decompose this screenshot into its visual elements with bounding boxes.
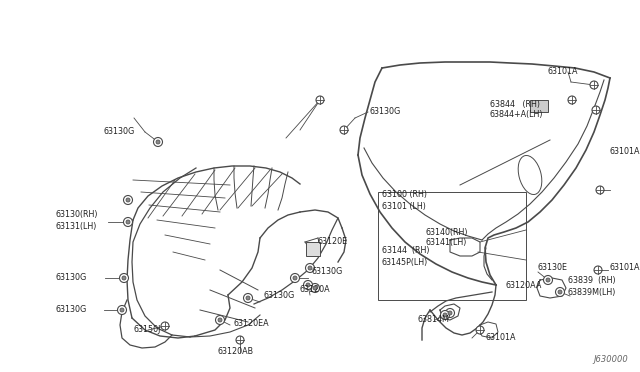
Text: 63131(LH): 63131(LH)	[55, 221, 97, 231]
Bar	[306, 242, 320, 256]
Circle shape	[590, 81, 598, 89]
Text: 63839M(LH): 63839M(LH)	[568, 288, 616, 296]
Circle shape	[118, 305, 127, 314]
Circle shape	[448, 311, 452, 315]
Text: 63814M: 63814M	[418, 315, 450, 324]
Text: 63130G: 63130G	[312, 267, 343, 276]
Circle shape	[568, 96, 576, 104]
Circle shape	[236, 336, 244, 344]
Circle shape	[126, 220, 130, 224]
Circle shape	[594, 266, 602, 274]
Text: 63144  (RH): 63144 (RH)	[382, 246, 429, 254]
Circle shape	[293, 276, 297, 280]
Circle shape	[316, 96, 324, 104]
Circle shape	[243, 294, 253, 302]
Text: 63130G: 63130G	[263, 292, 294, 301]
Bar	[530, 100, 548, 112]
Circle shape	[340, 126, 348, 134]
Circle shape	[122, 276, 126, 280]
Text: 63101A: 63101A	[610, 263, 640, 273]
Circle shape	[306, 283, 310, 287]
Text: 63101A: 63101A	[610, 148, 640, 157]
Text: 63130E: 63130E	[538, 263, 568, 273]
Text: 63120AA: 63120AA	[505, 280, 541, 289]
Text: 63100 (RH): 63100 (RH)	[382, 190, 427, 199]
Circle shape	[440, 311, 449, 320]
Text: 63141(LH): 63141(LH)	[425, 238, 467, 247]
Circle shape	[218, 318, 222, 322]
Circle shape	[124, 196, 132, 205]
Text: 63844+A(LH): 63844+A(LH)	[490, 110, 543, 119]
Text: 63839  (RH): 63839 (RH)	[568, 276, 616, 285]
Circle shape	[543, 276, 552, 285]
Circle shape	[303, 280, 312, 289]
Circle shape	[120, 273, 129, 282]
Circle shape	[305, 263, 314, 273]
Text: 63145P(LH): 63145P(LH)	[382, 257, 428, 266]
Text: 63130G: 63130G	[55, 273, 86, 282]
Circle shape	[156, 140, 160, 144]
Circle shape	[308, 266, 312, 270]
Circle shape	[443, 313, 447, 317]
Text: 63101A: 63101A	[485, 334, 515, 343]
Circle shape	[476, 326, 484, 334]
Text: 63120AB: 63120AB	[218, 347, 254, 356]
Bar	[378, 192, 526, 300]
Text: 63120E: 63120E	[318, 237, 348, 247]
Circle shape	[558, 290, 562, 294]
Circle shape	[556, 288, 564, 296]
Text: 63130G: 63130G	[370, 108, 401, 116]
Text: 63120A: 63120A	[300, 285, 331, 295]
Circle shape	[126, 198, 130, 202]
Text: 63101A: 63101A	[548, 67, 579, 77]
Circle shape	[592, 106, 600, 114]
Text: J630000: J630000	[593, 356, 628, 365]
Text: 63130G: 63130G	[55, 305, 86, 314]
Text: 63150J: 63150J	[133, 326, 161, 334]
Circle shape	[124, 218, 132, 227]
Text: 63101 (LH): 63101 (LH)	[382, 202, 426, 212]
Circle shape	[154, 138, 163, 147]
Text: 63130G: 63130G	[103, 128, 134, 137]
Circle shape	[546, 278, 550, 282]
Circle shape	[596, 186, 604, 194]
Text: 63130(RH): 63130(RH)	[55, 211, 97, 219]
Circle shape	[161, 322, 169, 330]
Text: 63844   (RH): 63844 (RH)	[490, 99, 540, 109]
Circle shape	[313, 286, 317, 290]
Circle shape	[216, 315, 225, 324]
Circle shape	[291, 273, 300, 282]
Text: 63140(RH): 63140(RH)	[425, 228, 467, 237]
Circle shape	[246, 296, 250, 300]
Text: 63120EA: 63120EA	[234, 320, 269, 328]
Circle shape	[445, 308, 454, 317]
Circle shape	[310, 283, 319, 292]
Circle shape	[120, 308, 124, 312]
